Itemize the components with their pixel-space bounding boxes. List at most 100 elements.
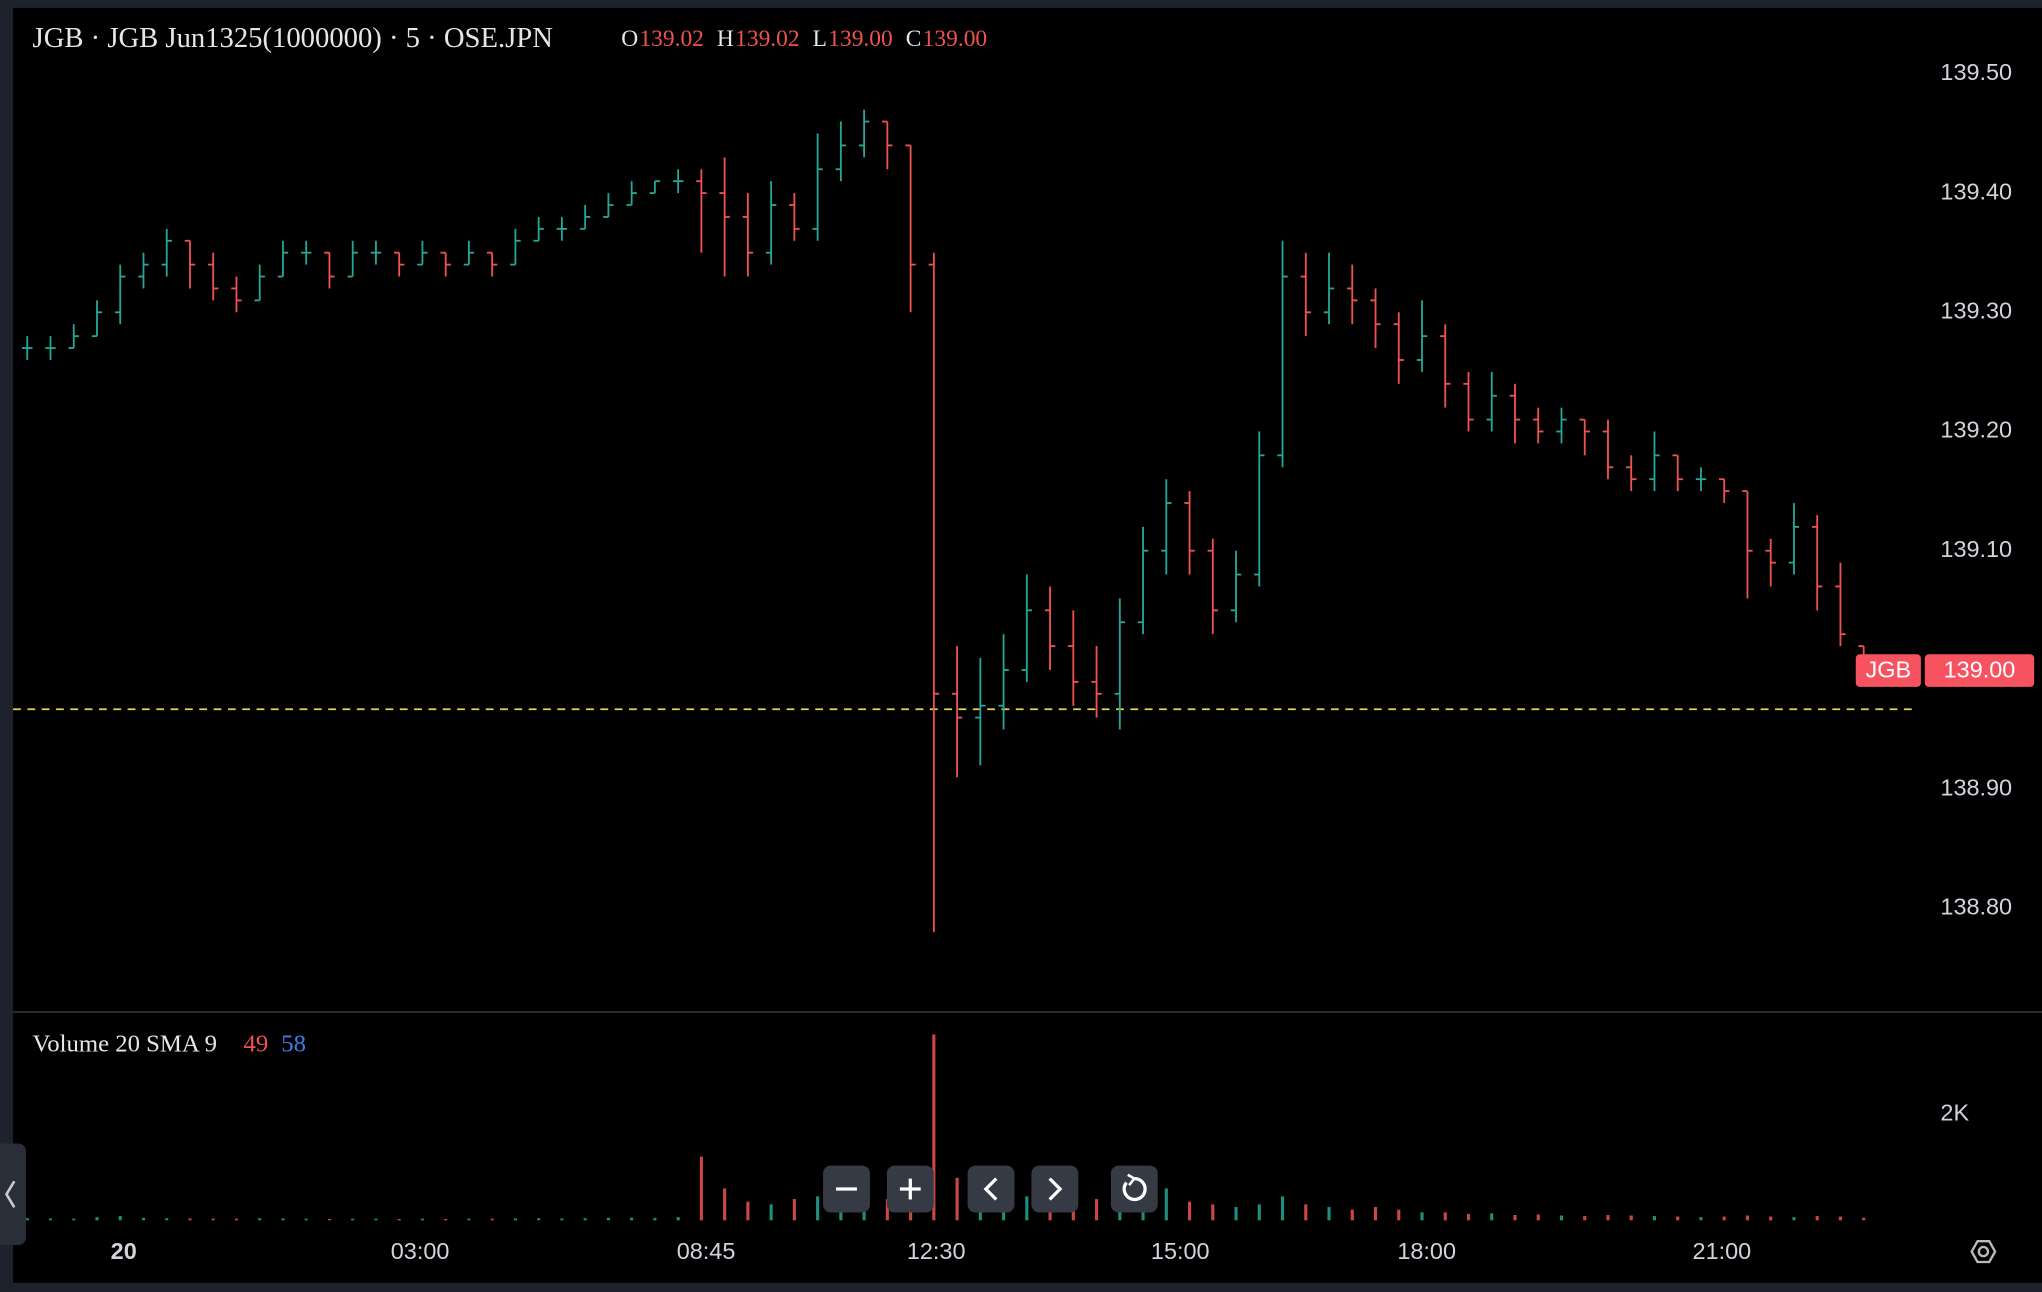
chart-title: JGB · JGB Jun1325(1000000) · 5 · OSE.JPN [33,22,554,54]
y-tick-label: 138.90 [1940,774,2012,800]
volume-bar [490,1218,494,1221]
volume-last: 49 [244,1030,269,1057]
volume-bar [1211,1204,1215,1221]
legend-key: H [717,26,734,52]
x-tick-label: 15:00 [1151,1238,1210,1264]
volume-bar [1676,1216,1680,1221]
y-tick-label: 139.10 [1940,536,2012,562]
volume-bar [327,1218,332,1221]
volume-bar [1397,1209,1401,1221]
legend-value: 139.00 [828,26,892,52]
volume-bar [1699,1217,1703,1221]
volume-bar [1164,1188,1168,1221]
volume-bar [351,1218,355,1221]
volume-bar [420,1218,424,1221]
collapse-tab[interactable] [0,1143,27,1246]
volume-bar [118,1216,122,1221]
volume-bar [653,1217,657,1221]
volume-bar [1466,1213,1471,1221]
volume-bar [1304,1204,1308,1221]
volume-bar [1815,1216,1819,1221]
volume-bar [141,1217,146,1221]
x-tick-label: 12:30 [907,1238,966,1264]
volume-bar [48,1218,53,1221]
y-tick-label: 138.80 [1940,894,2012,920]
volume-bar [1095,1199,1099,1221]
legend-value: 139.02 [639,26,703,52]
volume-bar [188,1218,192,1221]
legend-key: O [621,26,638,52]
volume-bar [932,1034,936,1221]
volume-bar [1536,1214,1540,1221]
scroll-right-button[interactable] [1031,1165,1079,1213]
volume-bar [792,1199,796,1221]
volume-bar [258,1218,262,1221]
volume-bar [467,1218,471,1221]
volume-bar [211,1218,215,1221]
volume-bar [699,1156,703,1221]
x-tick-label: 03:00 [391,1238,450,1264]
volume-bar [1327,1207,1331,1221]
y-tick-label: 139.50 [1940,59,2012,85]
volume-bar [95,1217,99,1221]
volume-bar [1280,1196,1285,1221]
x-tick-label: 08:45 [677,1238,736,1264]
volume-bar [25,1218,29,1221]
volume-bar [1606,1215,1610,1221]
volume-bar [397,1218,401,1221]
symbol-tag-label: JGB [1866,656,1912,682]
volume-bar [583,1218,587,1221]
volume-bar [723,1188,727,1221]
volume-bar [165,1218,169,1221]
settings-button[interactable] [1970,1239,1997,1264]
zoom-in-button[interactable] [886,1165,934,1213]
legend-value: 139.02 [735,26,799,52]
volume-bar [1234,1207,1238,1221]
volume-bar [769,1204,773,1221]
volume-bar [72,1218,76,1221]
volume-bar [1025,1196,1029,1221]
volume-bar [281,1218,285,1221]
volume-bar [234,1218,239,1221]
volume-bar [746,1201,750,1221]
volume-bar [1559,1215,1564,1221]
volume-bar [1443,1212,1447,1221]
volume-bar [676,1217,680,1221]
volume-bar [606,1217,610,1221]
sma-last: 58 [281,1030,306,1057]
volume-bar [816,1196,820,1221]
volume-bar [304,1218,308,1221]
volume-bar [1350,1209,1354,1221]
legend-value: 139.00 [923,26,987,52]
x-tick-label: 18:00 [1397,1238,1456,1264]
volume-bar [444,1218,448,1221]
legend-key: L [813,26,827,52]
y-tick-label: 139.20 [1940,417,2012,443]
volume-bar [885,1199,889,1221]
volume-bar [1513,1215,1517,1221]
volume-bar [1490,1213,1494,1221]
volume-bar [1373,1207,1378,1221]
price-tag [1924,654,2035,687]
volume-bar [560,1218,564,1221]
ohlc-legend: O 139.02 H 139.02 L 139.00 C 139.00 [621,26,987,52]
volume-bar [537,1218,541,1221]
volume-tick-label: 2K [1940,1099,1969,1125]
volume-bar [630,1217,634,1221]
volume-bar [1187,1201,1192,1221]
volume-bar [1745,1215,1750,1221]
reset-button[interactable] [1110,1165,1158,1213]
scroll-left-button[interactable] [967,1165,1015,1213]
volume-bar [1652,1216,1657,1221]
volume-bar [1722,1216,1726,1221]
volume-bar [513,1218,517,1221]
y-tick-label: 139.40 [1940,178,2012,204]
volume-bar [1420,1212,1424,1221]
volume-bar [1629,1215,1633,1221]
x-tick-label: 20 [111,1238,137,1264]
volume-bar [1583,1216,1587,1221]
zoom-out-button[interactable] [823,1165,870,1213]
volume-bar [1838,1216,1842,1221]
